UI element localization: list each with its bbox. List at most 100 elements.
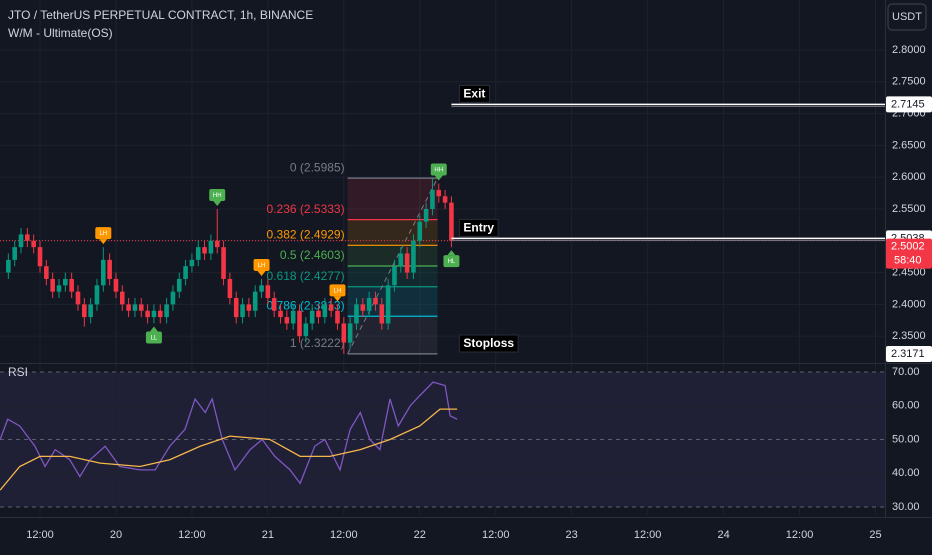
x-tick-label: 20 [110, 529, 122, 541]
x-tick-label: 22 [414, 529, 426, 541]
candle-body [18, 234, 24, 248]
pivot-label: HH [434, 168, 443, 174]
y-tick-label: 2.8000 [892, 44, 926, 56]
candle-body [341, 323, 347, 343]
pivot-pointer [257, 270, 266, 276]
fib-label: 0.5 (2.4603) [280, 248, 345, 262]
candle-body [417, 221, 423, 241]
x-tick-label: 12:00 [482, 529, 510, 541]
axis-price-box [886, 96, 932, 113]
candle-body [113, 278, 119, 292]
candle-body [398, 253, 404, 267]
candle-body [259, 285, 264, 292]
last-price-box [886, 238, 932, 269]
candle-body [214, 240, 220, 248]
candle-body [392, 266, 397, 286]
candle-body [227, 278, 233, 299]
x-tick-label: 21 [262, 529, 274, 541]
signal-label: Stoploss [463, 336, 514, 350]
last-price-label: 2.5002 [891, 241, 925, 253]
pivot-label: LH [99, 231, 107, 237]
rsi-tick-label: 50.00 [892, 433, 920, 445]
fib-label: 1 (2.3222) [290, 336, 345, 350]
candle-body [189, 259, 195, 267]
x-tick-label: 25 [869, 529, 881, 541]
candle-body [138, 304, 144, 311]
x-tick-label: 23 [566, 529, 578, 541]
indicator-name: W/M - Ultimate(OS) [8, 26, 113, 40]
y-tick-label: 2.5500 [892, 203, 926, 215]
rsi-tick-label: 60.00 [892, 400, 920, 412]
candle-body [12, 247, 17, 260]
fib-zone [347, 245, 438, 267]
candle-body [354, 304, 359, 324]
pivot-pointer [213, 200, 222, 206]
x-tick-label: 12:00 [786, 529, 814, 541]
candle-body [145, 310, 150, 318]
signal-box [458, 84, 490, 103]
candle-body [449, 202, 454, 241]
candle-body [271, 298, 277, 311]
candle-body [132, 304, 138, 311]
pivot-pointer [99, 239, 108, 245]
fib-zone [347, 316, 438, 354]
candle-body [6, 259, 11, 273]
candle-body [379, 304, 385, 324]
x-tick-label: 12:00 [178, 529, 206, 541]
candle-body [183, 266, 188, 279]
fib-zone [347, 178, 438, 220]
pivot-pointer [434, 175, 443, 181]
candle-body [88, 304, 93, 318]
x-tick-label: 12:00 [26, 529, 54, 541]
currency-button[interactable] [887, 3, 927, 31]
y-tick-label: 2.4000 [892, 298, 926, 310]
currency-label[interactable]: USDT [892, 11, 922, 23]
signal-box [458, 334, 519, 353]
pivot-label: LH [334, 288, 342, 294]
candle-body [309, 310, 315, 324]
countdown: 58:40 [894, 255, 922, 267]
candle-body [151, 310, 157, 318]
candle-body [246, 304, 252, 311]
candle-body [25, 234, 30, 241]
candle-body [176, 278, 182, 292]
candle-body [335, 310, 340, 324]
candle-body [69, 278, 74, 292]
rsi-tick-label: 70.00 [892, 366, 920, 378]
y-tick-label: 2.6000 [892, 171, 926, 183]
candle-body [404, 253, 410, 273]
candle-body [31, 240, 36, 248]
y-tick-label: 2.7500 [892, 76, 926, 88]
x-tick-label: 12:00 [330, 529, 358, 541]
candle-body [303, 323, 309, 337]
x-tick-label: 12:00 [634, 529, 662, 541]
fib-label: 0 (2.5985) [290, 160, 345, 174]
pivot-label: LH [258, 263, 266, 269]
candle-body [347, 323, 353, 343]
candle-body [436, 189, 442, 197]
pivot-box [253, 258, 270, 271]
candle-body [94, 285, 100, 305]
candle-body [328, 304, 334, 311]
candle-body [430, 189, 435, 209]
candle-body [240, 304, 245, 318]
candle-body [442, 196, 448, 203]
candle-body [208, 240, 214, 254]
fib-label: 0.382 (2.4929) [267, 227, 345, 241]
y-tick-label: 2.4500 [892, 266, 926, 278]
axis-price-box [886, 346, 932, 362]
candle-body [202, 247, 207, 254]
candle-body [75, 291, 81, 305]
candle-body [284, 317, 290, 324]
pivot-box [329, 284, 346, 297]
pivot-label: HH [213, 193, 222, 199]
candle-body [107, 259, 112, 279]
candle-body [316, 310, 321, 318]
pivot-box [430, 163, 447, 176]
rsi-line [0, 408, 458, 491]
candle-body [233, 298, 239, 318]
candle-body [297, 310, 302, 337]
candle-body [164, 304, 169, 318]
